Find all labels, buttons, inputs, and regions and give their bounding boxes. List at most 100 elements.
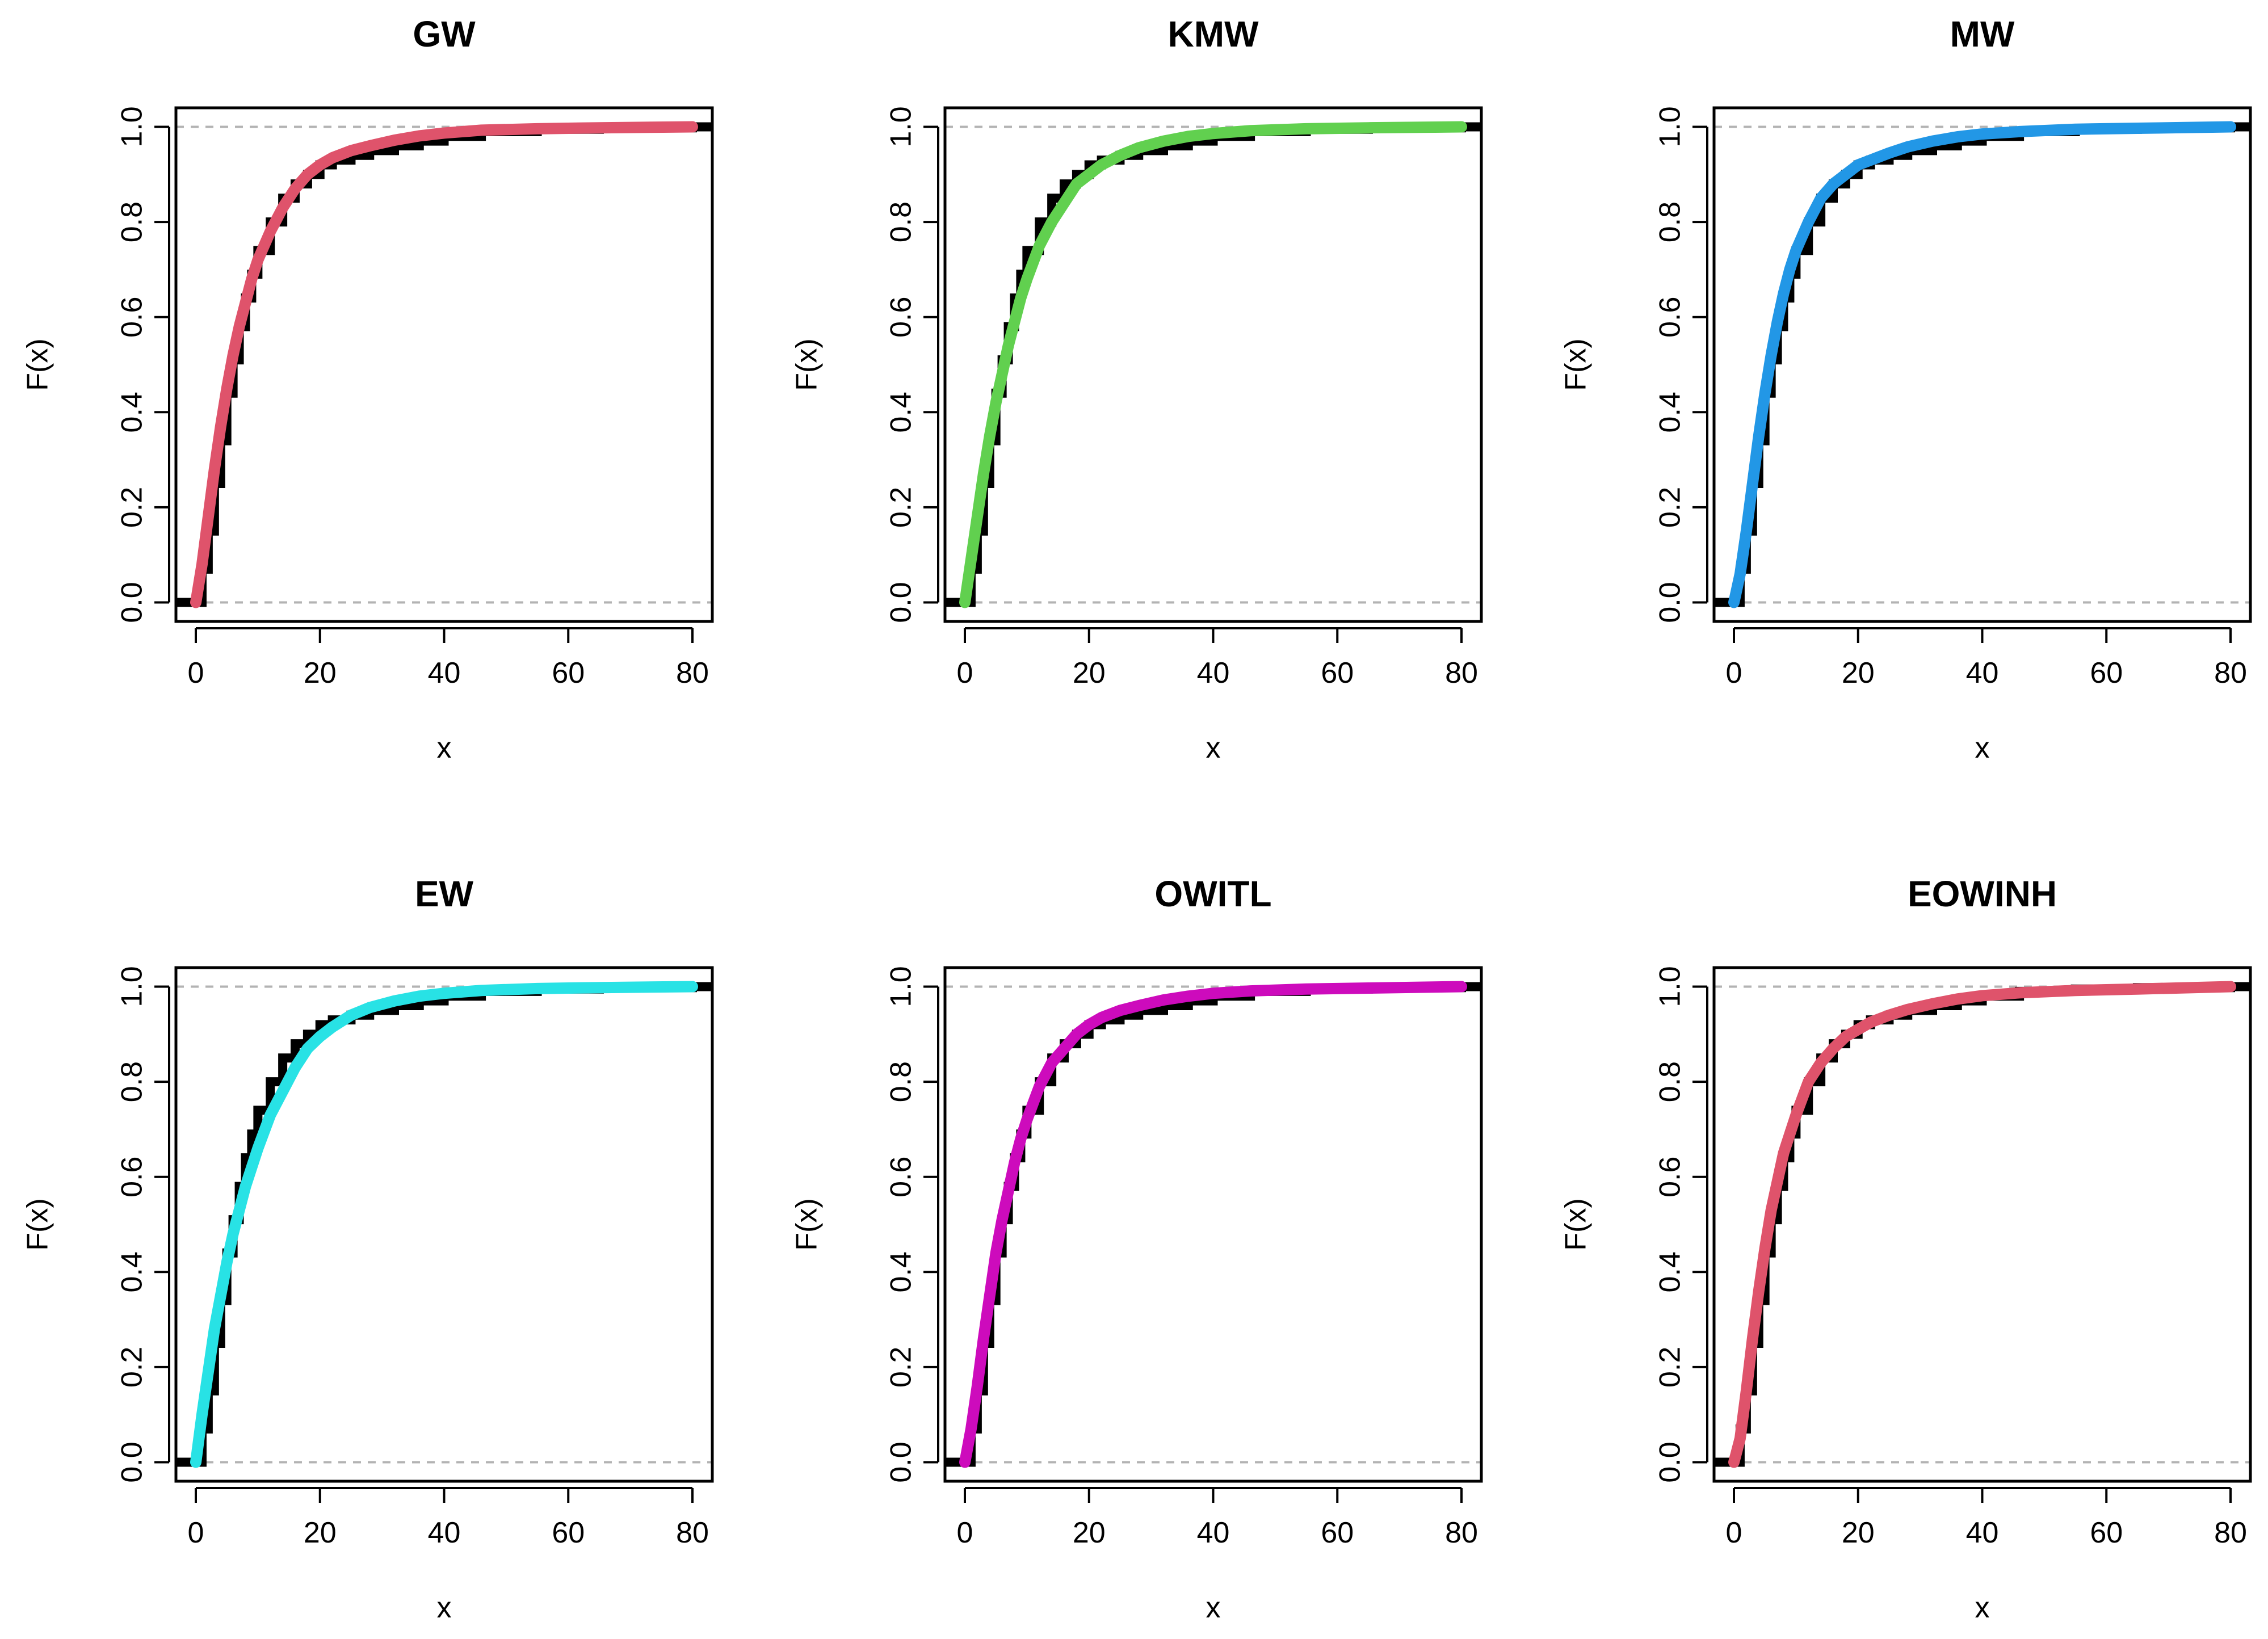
- x-axis-label: x: [1206, 1591, 1221, 1624]
- y-axis-label: F(x): [791, 338, 824, 390]
- x-tick-label: 60: [2090, 1516, 2123, 1549]
- x-tick-label: 80: [2214, 1516, 2247, 1549]
- y-tick-label: 0.8: [1654, 201, 1687, 242]
- panel-title: EW: [415, 873, 474, 914]
- y-axis-label: F(x): [791, 1198, 824, 1250]
- x-tick-label: 0: [957, 657, 973, 690]
- x-axis-label: x: [437, 1591, 452, 1624]
- y-axis-label: F(x): [22, 1198, 54, 1250]
- fitted-cdf-line-kmw: [959, 121, 1467, 608]
- y-tick-label: 0.2: [1654, 487, 1687, 528]
- x-tick-label: 40: [1197, 657, 1230, 690]
- x-tick-label: 40: [1197, 1516, 1230, 1549]
- y-tick-label: 1.0: [1654, 106, 1687, 147]
- x-axis-label: x: [1206, 732, 1221, 764]
- fitted-cdf-line-ew: [190, 981, 698, 1468]
- ecdf-step-line: [945, 982, 1481, 1467]
- x-tick-label: 80: [676, 1516, 709, 1549]
- plot-frame: [174, 106, 714, 623]
- x-axis-label: x: [1975, 1591, 1990, 1624]
- panel-gw: 0 20 40 60 80 0.0 0.2 0.4 0.6 0.8 1.0 GW x F(x): [22, 14, 714, 764]
- x-tick-label: 0: [1726, 1516, 1742, 1549]
- ecdf-step-line: [1714, 982, 2250, 1467]
- x-tick-label: 60: [2090, 657, 2123, 690]
- y-tick-label: 0.4: [1654, 392, 1687, 432]
- fitted-cdf-line-gw: [190, 121, 698, 608]
- panel-owitl: 0 20 40 60 80 0.0 0.2 0.4 0.6 0.8 1.0 OWITL x F(x): [791, 873, 1483, 1624]
- x-tick-label: 80: [676, 657, 709, 690]
- x-tick-label: 60: [1321, 657, 1354, 690]
- y-tick-label: 0.0: [885, 1442, 918, 1482]
- y-axis-label: F(x): [22, 338, 54, 390]
- y-tick-label: 0.8: [1654, 1061, 1687, 1102]
- y-tick-label: 0.4: [885, 1251, 918, 1292]
- y-tick-label: 0.6: [1654, 297, 1687, 338]
- panel-eowinh: 0 20 40 60 80 0.0 0.2 0.4 0.6 0.8 1.0 EOWINH x F(x): [1560, 873, 2252, 1624]
- x-tick-label: 20: [1073, 1516, 1106, 1549]
- y-tick-label: 0.8: [885, 201, 918, 242]
- panel-title: EOWINH: [1908, 873, 2057, 914]
- x-tick-label: 60: [1321, 1516, 1354, 1549]
- y-axis-label: F(x): [1560, 1198, 1593, 1250]
- fitted-cdf-line-owitl: [959, 981, 1467, 1468]
- panel-title: GW: [413, 14, 476, 54]
- panel-mw: 0 20 40 60 80 0.0 0.2 0.4 0.6 0.8 1.0 MW x F(x): [1560, 14, 2252, 764]
- y-tick-label: 0.8: [116, 1061, 149, 1102]
- plot-frame: [943, 106, 1483, 623]
- x-tick-label: 60: [552, 657, 585, 690]
- y-tick-label: 0.4: [1654, 1251, 1687, 1292]
- x-tick-label: 40: [1966, 657, 1999, 690]
- y-tick-label: 1.0: [885, 966, 918, 1007]
- x-tick-label: 0: [1726, 657, 1742, 690]
- y-tick-label: 1.0: [885, 106, 918, 147]
- x-tick-label: 20: [1073, 657, 1106, 690]
- plot-frame: [174, 966, 714, 1483]
- y-tick-label: 0.2: [116, 1347, 149, 1388]
- y-tick-label: 0.6: [116, 1157, 149, 1197]
- y-tick-label: 0.8: [116, 201, 149, 242]
- x-tick-label: 40: [428, 657, 461, 690]
- y-tick-label: 0.0: [116, 1442, 149, 1482]
- plot-frame: [1712, 966, 2252, 1483]
- x-tick-label: 0: [188, 1516, 204, 1549]
- panel-title: KMW: [1168, 14, 1259, 54]
- ecdf-step-line: [176, 982, 712, 1467]
- ecdf-step-line: [176, 122, 712, 607]
- x-tick-label: 80: [1445, 657, 1478, 690]
- y-tick-label: 0.6: [885, 297, 918, 338]
- panel-title: OWITL: [1154, 873, 1271, 914]
- y-tick-label: 0.4: [116, 1251, 149, 1292]
- x-tick-label: 60: [552, 1516, 585, 1549]
- y-tick-label: 0.0: [1654, 582, 1687, 623]
- y-tick-label: 1.0: [116, 966, 149, 1007]
- x-tick-label: 80: [1445, 1516, 1478, 1549]
- fitted-cdf-line-mw: [1728, 121, 2236, 608]
- x-tick-label: 0: [957, 1516, 973, 1549]
- x-tick-label: 20: [1842, 1516, 1875, 1549]
- plot-frame: [943, 966, 1483, 1483]
- y-tick-label: 0.2: [885, 487, 918, 528]
- x-tick-label: 0: [188, 657, 204, 690]
- x-axis-label: x: [1975, 732, 1990, 764]
- y-tick-label: 1.0: [116, 106, 149, 147]
- y-tick-label: 1.0: [1654, 966, 1687, 1007]
- y-axis-label: F(x): [1560, 338, 1593, 390]
- x-tick-label: 80: [2214, 657, 2247, 690]
- y-tick-label: 0.6: [885, 1157, 918, 1197]
- x-tick-label: 20: [304, 657, 337, 690]
- ecdf-step-line: [1714, 122, 2250, 607]
- y-tick-label: 0.4: [885, 392, 918, 432]
- panel-title: MW: [1950, 14, 2015, 54]
- y-tick-label: 0.0: [885, 582, 918, 623]
- x-tick-label: 20: [304, 1516, 337, 1549]
- x-tick-label: 20: [1842, 657, 1875, 690]
- y-tick-label: 0.4: [116, 392, 149, 432]
- y-tick-label: 0.8: [885, 1061, 918, 1102]
- y-tick-label: 0.6: [116, 297, 149, 338]
- y-tick-label: 0.6: [1654, 1157, 1687, 1197]
- panel-ew: 0 20 40 60 80 0.0 0.2 0.4 0.6 0.8 1.0 EW x F(x): [22, 873, 714, 1624]
- y-tick-label: 0.0: [116, 582, 149, 623]
- y-tick-label: 0.2: [116, 487, 149, 528]
- x-axis-label: x: [437, 732, 452, 764]
